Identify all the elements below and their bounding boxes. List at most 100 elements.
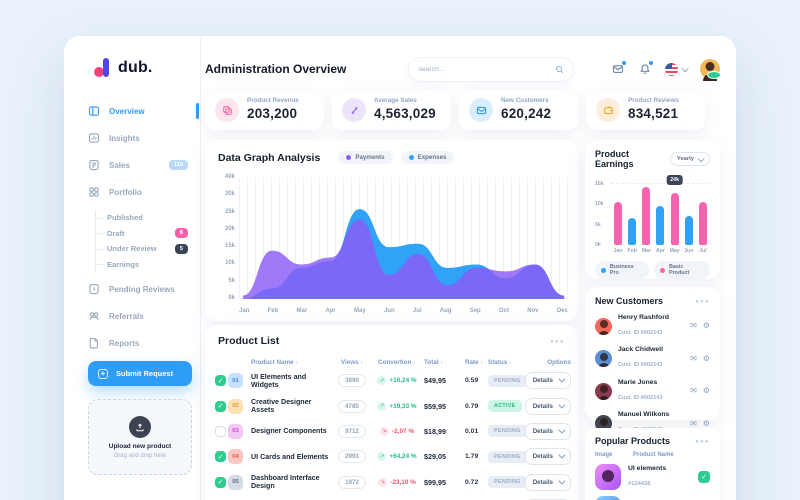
row-checkbox[interactable]: ✓ <box>215 451 226 463</box>
sidebar-item-sales[interactable]: Sales 119 <box>88 156 200 174</box>
portfolio-subtree: Published Draft 8 Under Review 5 Earnings <box>95 210 200 272</box>
col-options: Options <box>547 358 571 366</box>
sidebar-item-earnings[interactable]: Earnings <box>96 257 200 273</box>
customer-avatar <box>595 350 612 367</box>
sidebar-item-overview[interactable]: Overview <box>88 102 200 120</box>
status-badge: PENDING <box>488 450 527 463</box>
conversion-value: +64,24 % <box>389 453 417 461</box>
row-checkbox[interactable]: ✓ <box>215 375 226 387</box>
overview-grid-icon <box>88 106 100 116</box>
sidebar-item-under-review[interactable]: Under Review 5 <box>96 241 200 257</box>
customer-name: Manuel Wilkons <box>618 411 670 418</box>
sidebar-item-reports[interactable]: Reports <box>88 334 200 352</box>
bar-tooltip: 24k <box>666 175 683 185</box>
y-axis-labels: 40k 30k 25k 20k 15k 10k 5k 0k <box>224 174 235 301</box>
search-input[interactable] <box>418 65 556 73</box>
legend-payments[interactable]: Payments <box>338 151 393 164</box>
app-logo[interactable]: dub. <box>64 36 200 78</box>
data-graph-analysis-card: Data Graph Analysis Payments Expenses 40… <box>205 140 578 321</box>
sidebar-item-draft[interactable]: Draft 8 <box>96 226 200 242</box>
col-total[interactable]: Total ↕ <box>424 358 444 366</box>
customer-avatar <box>595 317 612 335</box>
row-number-badge: 01 <box>228 373 243 389</box>
table-row: ✓ 06 Templates and Graphics 3143 ↗+8,03 … <box>213 495 571 500</box>
plus-icon: + <box>98 368 108 379</box>
customer-row: Henry Rashford Cust. ID #002143 ✉ ⚙ <box>595 314 710 339</box>
notifications-bell-icon[interactable] <box>638 61 653 76</box>
sidebar-item-published[interactable]: Published <box>96 210 200 226</box>
bar-apr <box>653 184 667 245</box>
popular-products-header: Image Product Name <box>595 452 674 458</box>
details-button[interactable]: Details <box>524 397 571 415</box>
legend-business-pro[interactable]: Business Pro <box>595 261 650 279</box>
popular-products-list: UI elements #124436 ✓ Creative eBook ✓ <box>595 464 710 500</box>
period-select[interactable]: Yearly <box>669 152 710 166</box>
rate-value: 0.79 <box>465 402 479 410</box>
mail-icon[interactable]: ✉ <box>690 418 697 428</box>
top-header: Administration Overview <box>205 54 721 84</box>
upload-subtitle: Drag and drop here <box>113 452 167 459</box>
details-button[interactable]: Details <box>524 473 571 491</box>
status-badge: PENDING <box>488 476 527 489</box>
views-pill: 9712 <box>338 424 366 438</box>
expenses-dot-icon <box>408 155 414 160</box>
stat-card-product-reviews: Product Reviews 834,521 <box>586 90 705 130</box>
col-product-name[interactable]: Product Name ↕ <box>251 358 299 366</box>
col-status[interactable]: Status ↕ <box>488 358 512 366</box>
sidebar-item-referrals[interactable]: Referrals <box>88 307 200 325</box>
messages-icon[interactable] <box>611 61 626 76</box>
details-button[interactable]: Details <box>524 372 571 390</box>
popular-products-title: Popular Products <box>595 436 671 446</box>
col-views[interactable]: Views ↕ <box>340 358 364 366</box>
sidebar: dub. Overview Insights Sales 119 Portfol… <box>64 36 201 500</box>
submit-request-button[interactable]: + Submit Request <box>88 361 192 386</box>
trend-arrow-icon: ↘ <box>379 426 389 436</box>
trend-arrow-icon: ↘ <box>378 477 388 487</box>
popular-product-row: Creative eBook ✓ <box>595 496 710 500</box>
legend-expenses[interactable]: Expenses <box>400 151 455 164</box>
sidebar-item-portfolio[interactable]: Portfolio <box>88 183 200 201</box>
product-name: UI Cards and Elements <box>251 452 329 461</box>
area-chart-plot <box>239 178 568 299</box>
new-customers-title: New Customers <box>595 296 664 306</box>
gear-icon[interactable]: ⚙ <box>702 386 710 395</box>
details-button[interactable]: Details <box>524 448 571 466</box>
area-chart-svg <box>242 209 565 299</box>
user-avatar[interactable] <box>700 59 721 79</box>
gear-icon[interactable]: ⚙ <box>702 418 710 428</box>
customer-list: Henry Rashford Cust. ID #002143 ✉ ⚙ Jack C… <box>595 314 710 437</box>
customer-id: Cust. ID #002143 <box>618 394 663 401</box>
search-box[interactable] <box>408 56 575 82</box>
mail-icon[interactable]: ✉ <box>690 321 697 330</box>
search-icon <box>556 65 564 73</box>
conversion-value: -23,10 % <box>390 478 416 486</box>
chevron-down-icon <box>558 451 566 459</box>
total-value: $29,05 <box>424 452 446 462</box>
customer-id: Cust. ID #002143 <box>618 329 663 336</box>
legend-basic-product[interactable]: Basic Product <box>654 261 710 279</box>
row-checkbox[interactable]: ✓ <box>215 476 226 488</box>
row-checkbox[interactable] <box>215 425 226 437</box>
upload-dropzone[interactable]: Upload new product Drag and drop here <box>88 399 192 475</box>
col-convertion[interactable]: Convertion ↕ <box>378 358 416 366</box>
gear-icon[interactable]: ⚙ <box>702 321 710 330</box>
views-pill: 2993 <box>338 450 366 464</box>
new-customers-menu-icon[interactable]: ••• <box>695 296 710 306</box>
mail-icon[interactable]: ✉ <box>690 386 697 395</box>
language-flag-selector[interactable] <box>665 62 689 76</box>
sidebar-item-insights[interactable]: Insights <box>88 129 200 147</box>
sidebar-item-pending-reviews[interactable]: Pending Reviews <box>88 280 200 298</box>
customer-name: Marie Jones <box>618 378 658 386</box>
us-flag-icon <box>665 62 678 76</box>
table-row: ✓ 05 Dashboard Interface Design 1972 ↘ -2… <box>213 470 571 495</box>
details-button[interactable]: Details <box>524 422 571 440</box>
pending-reviews-icon <box>89 283 99 295</box>
mail-icon[interactable]: ✉ <box>690 353 697 363</box>
col-rate[interactable]: Rate ↕ <box>465 358 484 366</box>
product-list-menu-icon[interactable]: ••• <box>550 336 565 346</box>
row-checkbox[interactable]: ✓ <box>215 400 226 412</box>
table-row: ✓ 02 Creative Designer Assets 4785 ↗ +19,… <box>213 393 571 418</box>
gear-icon[interactable]: ⚙ <box>702 353 710 363</box>
popular-products-menu-icon[interactable]: ••• <box>695 436 710 446</box>
check-icon[interactable]: ✓ <box>698 471 710 483</box>
